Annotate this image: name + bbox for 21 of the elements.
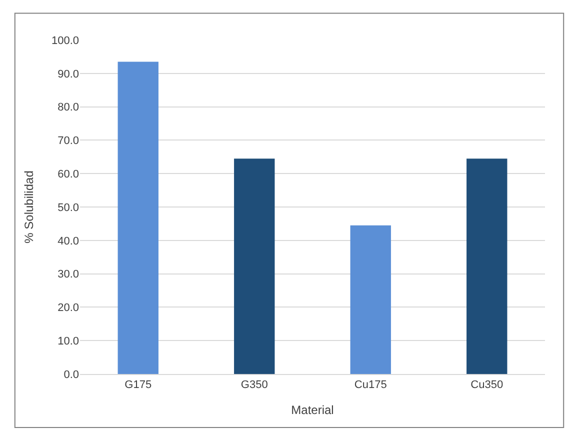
x-tick-label: Cu350 [470, 379, 504, 392]
bar [118, 62, 158, 374]
y-tick-label: 70.0 [58, 135, 79, 148]
x-axis-title: Material [291, 403, 334, 418]
x-tick-label: G350 [240, 379, 268, 392]
y-tick-label: 100.0 [51, 34, 79, 47]
x-tick-label: Cu175 [354, 379, 387, 392]
y-tick-label: 30.0 [58, 268, 79, 281]
y-tick-label: 80.0 [58, 102, 79, 114]
x-tick-label: G175 [124, 379, 152, 392]
bar [466, 158, 508, 374]
y-tick-label: 50.0 [58, 202, 79, 214]
y-axis-title: % Solubilidad [22, 170, 36, 244]
y-tick-label: 10.0 [58, 335, 79, 348]
y-tick-label: 90.0 [58, 68, 79, 80]
y-tick-label: 20.0 [58, 302, 79, 314]
y-tick-label: 40.0 [58, 235, 79, 248]
bar [350, 225, 391, 374]
bar [234, 158, 275, 374]
y-tick-label: 0.0 [64, 368, 79, 381]
y-tick-label: 60.0 [58, 168, 79, 180]
